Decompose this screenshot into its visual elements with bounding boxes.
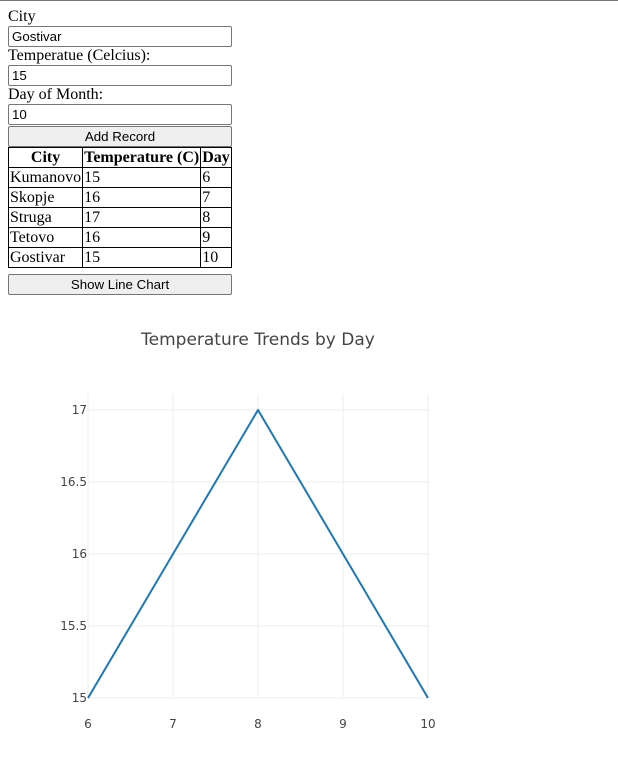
x-tick-label: 6: [84, 717, 92, 731]
y-tick-label: 16: [72, 547, 87, 561]
temperature-label: Temperatue (Celcius):: [8, 47, 151, 64]
city-label: City: [8, 8, 36, 25]
cell-day: 6: [200, 167, 232, 188]
cell-day: 10: [200, 247, 232, 268]
x-tick-label: 10: [420, 717, 435, 731]
cell-temperature: 15: [82, 247, 202, 268]
table-header-row: City Temperature (C) Day: [7, 147, 232, 168]
cell-city: Kumanovo: [7, 167, 84, 188]
y-tick-label: 15.5: [60, 619, 87, 633]
table-row: Kumanovo 15 6: [7, 167, 232, 188]
add-record-button[interactable]: Add Record: [8, 126, 232, 147]
y-tick-label: 16.5: [60, 475, 87, 489]
cell-day: 9: [200, 227, 232, 248]
record-form: City Temperatue (Celcius): Day of Month:: [8, 8, 232, 125]
cell-city: Struga: [7, 207, 84, 228]
series-line: [87, 409, 429, 699]
y-tick-label: 17: [72, 403, 87, 417]
col-header-temperature: Temperature (C): [82, 147, 202, 168]
x-tick-label: 8: [254, 717, 262, 731]
col-header-day: Day: [200, 147, 232, 168]
cell-city: Skopje: [7, 187, 84, 208]
table-row: Tetovo 16 9: [7, 227, 232, 248]
cell-temperature: 17: [82, 207, 202, 228]
table-row: Struga 17 8: [7, 207, 232, 228]
top-border: [0, 0, 618, 1]
city-input[interactable]: [8, 26, 232, 47]
cell-temperature: 16: [82, 227, 202, 248]
cell-temperature: 16: [82, 187, 202, 208]
chart-title: Temperature Trends by Day: [140, 330, 375, 350]
table-row: Skopje 16 7: [7, 187, 232, 208]
cell-temperature: 15: [82, 167, 202, 188]
table-row: Gostivar 15 10: [7, 247, 232, 268]
show-line-chart-button[interactable]: Show Line Chart: [8, 274, 232, 295]
temperature-input[interactable]: [8, 65, 232, 86]
x-tick-label: 7: [169, 717, 177, 731]
y-tick-label: 15: [72, 691, 87, 705]
day-label: Day of Month:: [8, 86, 104, 103]
day-input[interactable]: [8, 104, 232, 125]
x-tick-label: 9: [339, 717, 347, 731]
temperature-line-chart: Temperature Trends by Day 6 7 8 9 10 15 15.5 16…: [60, 330, 435, 731]
cell-city: Gostivar: [7, 247, 84, 268]
cell-day: 8: [200, 207, 232, 228]
col-header-city: City: [7, 147, 84, 168]
cell-day: 7: [200, 187, 232, 208]
cell-city: Tetovo: [7, 227, 84, 248]
records-table: City Temperature (C) Day Kumanovo 15 6 S…: [7, 147, 232, 268]
